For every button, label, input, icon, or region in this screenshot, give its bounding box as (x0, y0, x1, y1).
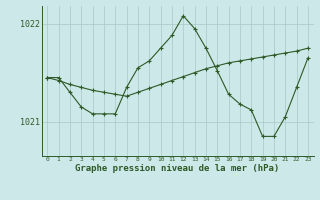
X-axis label: Graphe pression niveau de la mer (hPa): Graphe pression niveau de la mer (hPa) (76, 164, 280, 173)
